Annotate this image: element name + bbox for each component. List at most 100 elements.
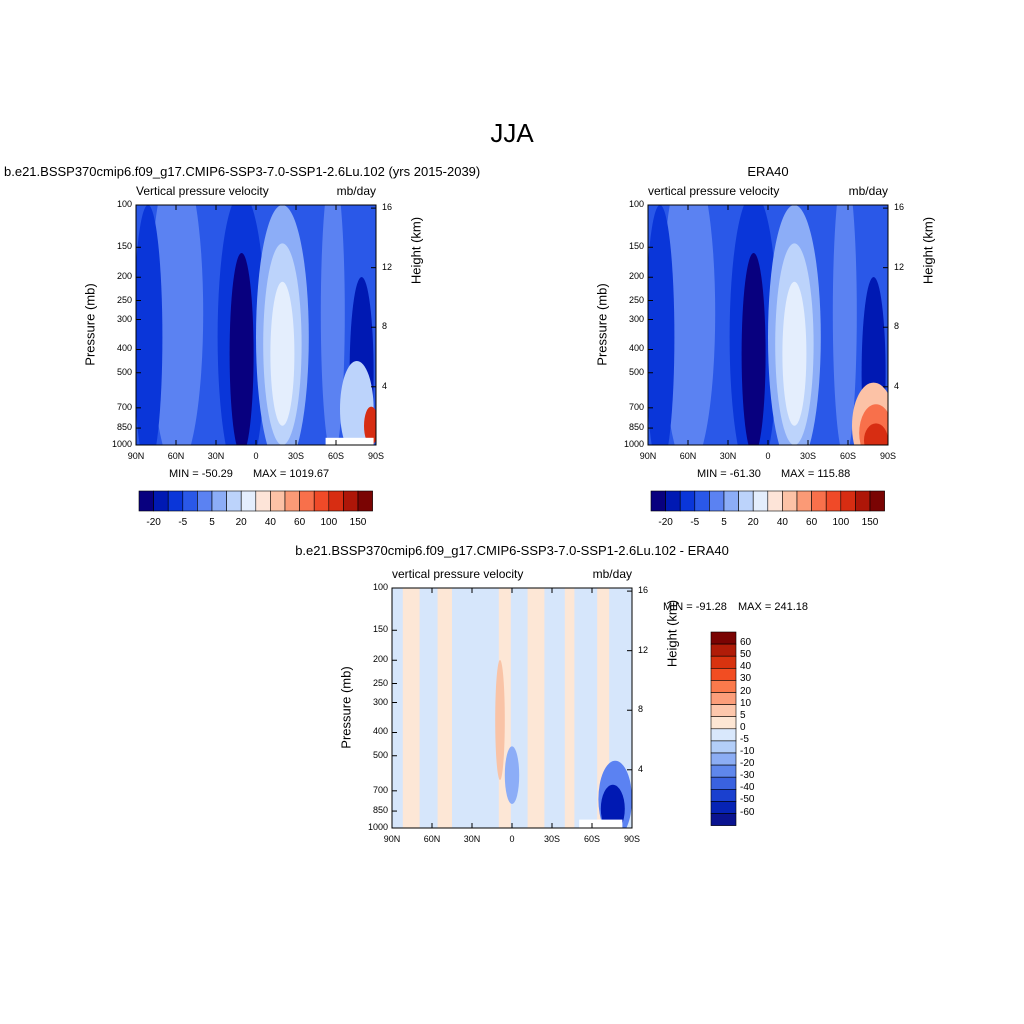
colorbar-swatch (313, 490, 330, 512)
field-3 (392, 588, 632, 828)
y-tick-label: 150 (116, 241, 132, 252)
y-right-tick-label: 8 (894, 321, 900, 332)
x-tick-label: 60N (679, 451, 697, 461)
y-tick-label: 400 (116, 343, 132, 354)
colorbar-swatch (665, 490, 681, 512)
left-subtitle: vertical pressure velocity (392, 567, 524, 581)
x-tick-label: 30S (543, 834, 560, 844)
colorbar-swatch (710, 716, 737, 730)
contour-region (495, 660, 505, 780)
y-axis-label: Pressure (mb) (338, 666, 354, 749)
y-tick-label: 1000 (111, 439, 132, 449)
right-subtitle: mb/day (592, 567, 632, 581)
strong-ascent-region (741, 253, 766, 445)
colorbar-2 (650, 490, 885, 512)
colorbar-swatch (710, 655, 737, 669)
colorbar-swatch (738, 490, 754, 512)
colorbar-label: -20 (658, 517, 673, 528)
y-right-tick-label: 16 (894, 202, 905, 213)
colorbar-swatch (255, 490, 271, 512)
colorbar-swatch (357, 490, 373, 512)
colorbar-label: 40 (776, 517, 788, 528)
y-tick-label: 500 (116, 366, 132, 377)
y-tick-label: 150 (628, 241, 644, 252)
y-right-axis-label: Height (km) (408, 216, 424, 285)
colorbar-swatch (650, 490, 666, 512)
max-label: MAX = 241.18 (738, 601, 809, 613)
colorbar-swatch (869, 490, 885, 512)
panel-1 (135, 204, 377, 446)
colorbar-label: 10 (740, 697, 752, 709)
y-tick-label: 300 (116, 313, 132, 324)
contour-region (832, 205, 857, 445)
x-tick-label: 0 (509, 834, 515, 844)
descent-region (270, 281, 295, 426)
colorbar-swatch (710, 752, 737, 766)
y-tick-label: 400 (628, 343, 644, 354)
colorbar-swatch (182, 490, 198, 512)
colorbar-label: 5 (721, 517, 727, 528)
colorbar-label: 60 (806, 517, 818, 528)
right-subtitle: mb/day (848, 184, 888, 198)
colorbar-swatch (710, 680, 737, 693)
y-right-axis-label: Height (km) (664, 599, 680, 668)
strong-negative-region (600, 784, 625, 828)
colorbar-swatch (240, 490, 257, 512)
y-tick-label: 250 (372, 677, 388, 688)
colorbar-label: -60 (740, 806, 755, 818)
left-subtitle: Vertical pressure velocity (136, 184, 269, 198)
colorbar-label: 20 (747, 517, 759, 528)
colorbar-label: -30 (740, 770, 755, 782)
colorbar-swatch (825, 490, 842, 512)
y-right-tick-label: 12 (638, 644, 649, 655)
colorbar-label: -40 (740, 782, 755, 794)
colorbar-label: -20 (740, 758, 755, 770)
colorbar-swatch (811, 490, 827, 512)
strong-ascent-region (229, 253, 254, 445)
left-subtitle: vertical pressure velocity (648, 184, 780, 198)
colorbar-label: 100 (320, 517, 338, 528)
y-tick-label: 850 (116, 422, 132, 433)
colorbar-swatch (694, 490, 710, 512)
descent-region (782, 281, 807, 426)
x-tick-label: 90S (623, 834, 640, 844)
y-tick-label: 1000 (623, 439, 644, 449)
y-tick-label: 850 (372, 805, 388, 816)
colorbar-swatch (710, 704, 737, 717)
x-tick-label: 30N (207, 451, 225, 461)
y-right-tick-label: 4 (382, 380, 388, 391)
x-tick-label: 60S (839, 451, 856, 461)
colorbar-swatch (328, 490, 344, 512)
colorbar-swatch (284, 490, 300, 512)
y-tick-label: 1000 (367, 822, 388, 832)
colorbar-swatch (710, 776, 737, 790)
colorbar-label: 20 (235, 517, 247, 528)
contour-region (136, 205, 163, 445)
y-tick-label: 100 (372, 582, 388, 592)
colorbar-swatch (138, 490, 154, 512)
missing-data-region (325, 437, 374, 445)
colorbar-label: 30 (740, 673, 752, 685)
y-tick-label: 700 (628, 401, 644, 412)
figure-title: JJA (490, 118, 534, 148)
colorbar-swatch (197, 490, 213, 512)
panel-title: b.e21.BSSP370cmip6.f09_g17.CMIP6-SSP3-7.… (4, 164, 481, 179)
colorbar-label: 100 (832, 517, 850, 528)
colorbar-swatch (782, 490, 798, 512)
colorbar-label: 5 (209, 517, 215, 528)
y-right-tick-label: 8 (382, 321, 388, 332)
colorbar-swatch (211, 490, 227, 512)
colorbar-swatch (710, 801, 737, 814)
colorbar-swatch (299, 490, 315, 512)
positive-band (437, 588, 452, 828)
colorbar-label: 0 (740, 721, 746, 733)
y-tick-label: 500 (372, 749, 388, 760)
colorbar-swatch (710, 764, 737, 778)
x-tick-label: 60S (583, 834, 600, 844)
colorbar-label: -5 (690, 517, 700, 528)
x-tick-label: 0 (765, 451, 771, 461)
y-right-tick-label: 4 (638, 763, 644, 774)
y-axis-label: Pressure (mb) (594, 283, 610, 366)
y-right-tick-label: 8 (638, 704, 644, 715)
